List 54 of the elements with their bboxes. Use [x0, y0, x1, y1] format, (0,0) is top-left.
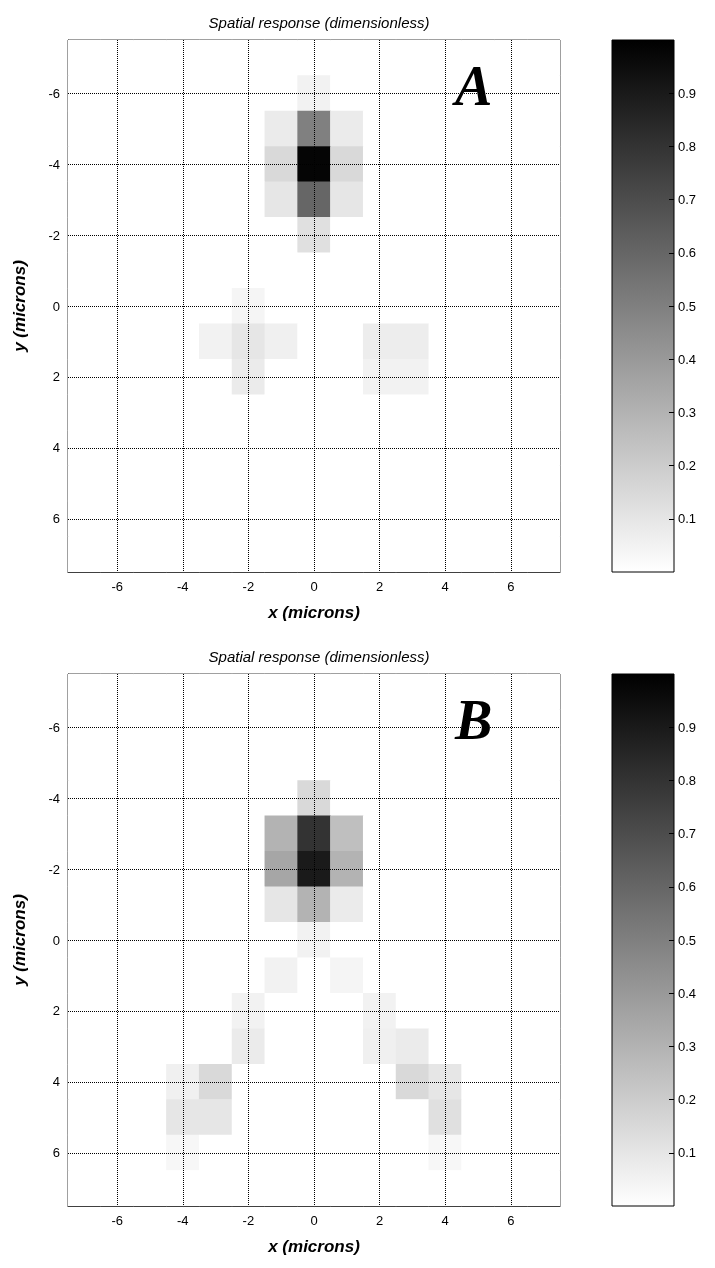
y-tick-label: 2 [52, 1003, 60, 1019]
x-tick-label: -6 [111, 1213, 123, 1228]
color-bar-label: 0.4 [678, 351, 697, 367]
y-tick-label: 4 [52, 1074, 60, 1090]
annotation: B [454, 689, 493, 751]
y-tick-label: 4 [52, 440, 60, 456]
x-axis-title: x (microns) [267, 1237, 361, 1256]
color-bar-label: 0.9 [678, 85, 697, 101]
x-tick-label: 2 [375, 579, 384, 594]
color-bar-label: 0.4 [678, 985, 697, 1001]
x-tick-label: -6 [111, 579, 123, 594]
color-bar-label: 0.8 [678, 138, 697, 154]
x-tick-label: 6 [507, 579, 515, 594]
color-bar-label: 0.6 [678, 879, 697, 895]
x-tick-label: 6 [507, 1213, 515, 1228]
y-tick-label: 0 [52, 932, 60, 948]
x-tick-label: 0 [310, 579, 318, 594]
y-tick-label: -4 [48, 790, 60, 806]
color-bar-label: 0.1 [678, 511, 697, 527]
x-tick-label: 4 [441, 579, 449, 594]
x-tick-label: 4 [441, 1213, 449, 1228]
color-bar-label: 0.3 [678, 1038, 697, 1054]
color-bar-label: 0.7 [678, 192, 697, 208]
x-tick-label: -2 [242, 579, 255, 594]
chart-title: Spatial response (dimensionless) [208, 14, 430, 31]
color-bar-label: 0.2 [678, 1092, 697, 1108]
y-tick-label: 6 [52, 511, 60, 527]
x-tick-label: -2 [242, 1213, 255, 1228]
y-tick-label: -6 [48, 719, 60, 735]
color-bar-label: 0.3 [678, 404, 697, 420]
color-bar-label: 0.1 [678, 1145, 697, 1161]
y-tick-label: 2 [52, 369, 60, 385]
y-tick-label: -4 [48, 156, 60, 172]
color-bar-label: 0.8 [678, 772, 697, 788]
x-axis-title: x (microns) [267, 603, 361, 622]
color-bar-label: 0.6 [678, 245, 697, 261]
x-tick-label: -4 [177, 579, 189, 594]
y-axis-title: y (microns) [10, 893, 29, 987]
y-tick-label: 0 [52, 298, 60, 314]
y-axis-title: y (microns) [10, 259, 29, 353]
y-tick-label: 6 [52, 1145, 60, 1161]
color-bar-label: 0.5 [678, 298, 697, 314]
y-tick-label: -2 [48, 227, 60, 243]
x-tick-label: 2 [375, 1213, 384, 1228]
color-bar-label: 0.7 [678, 826, 697, 842]
x-tick-label: -4 [177, 1213, 189, 1228]
color-bar-label: 0.9 [678, 719, 697, 735]
y-tick-label: -6 [48, 85, 60, 101]
color-bar-label: 0.2 [678, 458, 697, 474]
color-bar-label: 0.5 [678, 932, 697, 948]
chart-title: Spatial response (dimensionless) [208, 648, 430, 665]
y-tick-label: -2 [48, 861, 60, 877]
annotation: A [452, 55, 493, 117]
x-tick-label: 0 [310, 1213, 318, 1228]
